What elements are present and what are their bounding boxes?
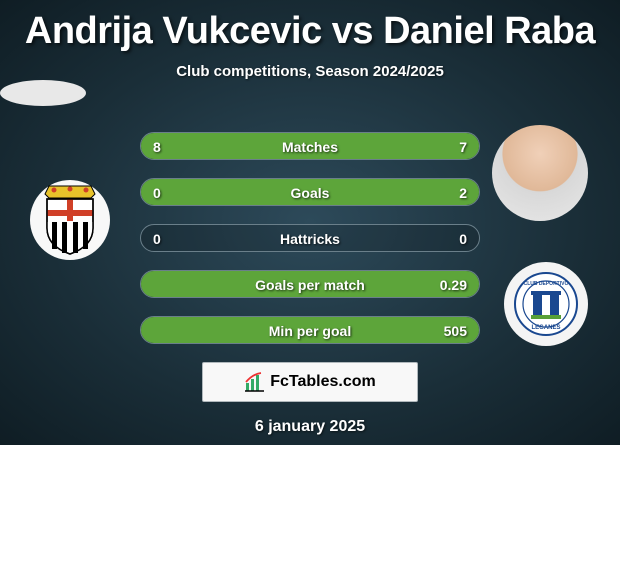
club-right-crest: CLUB DEPORTIVO LEGANES (504, 262, 588, 346)
club-left-crest (30, 180, 110, 260)
stat-label: Matches (141, 133, 479, 161)
brand-badge[interactable]: FcTables.com (202, 362, 418, 402)
stat-row: 0.29Goals per match (140, 270, 480, 298)
title: Andrija Vukcevic vs Daniel Raba (0, 0, 620, 53)
stat-row: 505Min per goal (140, 316, 480, 344)
date: 6 january 2025 (0, 418, 620, 436)
subtitle: Club competitions, Season 2024/2025 (0, 63, 620, 80)
stat-row: 02Goals (140, 178, 480, 206)
bar-chart-icon (244, 371, 266, 393)
stat-row: 87Matches (140, 132, 480, 160)
stat-label: Goals per match (141, 271, 479, 299)
player-left-avatar (0, 80, 86, 106)
stat-label: Goals (141, 179, 479, 207)
svg-text:LEGANES: LEGANES (531, 325, 560, 331)
club-left-crest-icon (39, 184, 101, 256)
player-right-avatar (492, 125, 588, 221)
stat-row: 00Hattricks (140, 224, 480, 252)
comparison-card: Andrija Vukcevic vs Daniel Raba Club com… (0, 0, 620, 445)
stat-label: Min per goal (141, 317, 479, 345)
stat-label: Hattricks (141, 225, 479, 253)
brand-text: FcTables.com (270, 373, 376, 391)
svg-text:CLUB DEPORTIVO: CLUB DEPORTIVO (524, 281, 569, 287)
club-right-crest-icon: CLUB DEPORTIVO LEGANES (513, 271, 579, 337)
